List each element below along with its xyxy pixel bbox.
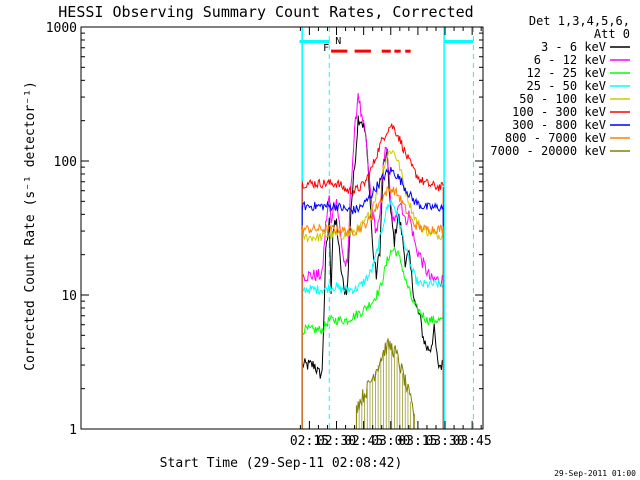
legend-label-4: 25 - 50 keV: [527, 79, 606, 93]
series-line-3: [301, 246, 444, 336]
series-line-6: [301, 123, 444, 197]
x-tick-label-4: 03:15: [398, 434, 437, 449]
x-tick-label-1: 02:30: [317, 434, 356, 449]
x-tick-label-5: 03:30: [425, 434, 464, 449]
x-tick-label-3: 03:00: [371, 434, 410, 449]
series-9: [355, 338, 415, 429]
series-line-4: [301, 198, 444, 296]
x-tick-label-0: 02:15: [290, 434, 329, 449]
timestamp: 29-Sep-2011 01:00: [554, 469, 636, 478]
y-tick-label-2: 100: [54, 155, 77, 170]
legend-label-7: 300 - 800 keV: [512, 118, 606, 132]
legend-label-8: 800 - 7000 keV: [505, 131, 606, 145]
chart-title: HESSI Observing Summary Count Rates, Cor…: [58, 3, 473, 21]
y-tick-label-3: 1000: [46, 21, 77, 36]
plot-frame: [80, 26, 484, 430]
legend-label-1: 3 - 6 keV: [541, 40, 606, 54]
legend-header-line-1: Det 1,3,4,5,6,: [529, 14, 630, 28]
series-line-7: [301, 166, 444, 215]
series-line-2: [301, 93, 444, 288]
series-line-9: [356, 338, 415, 417]
legend-label-3: 12 - 25 keV: [527, 66, 606, 80]
flag-label-f: F: [323, 43, 329, 54]
x-tick-label-6: 03:45: [453, 434, 492, 449]
series-8: [301, 186, 444, 429]
series-line-8: [301, 186, 444, 236]
legend-label-9: 7000 - 20000 keV: [490, 144, 606, 158]
y-axis-label: Corrected Count Rate (s⁻¹ detector⁻¹): [23, 81, 38, 371]
plot-area: FN: [299, 27, 474, 429]
series-line-1: [301, 115, 444, 379]
flag-label-n: N: [335, 36, 341, 47]
x-axis-label: Start Time (29-Sep-11 02:08:42): [160, 456, 403, 471]
y-tick-label-1: 10: [61, 289, 77, 304]
y-tick-label-0: 1: [69, 423, 77, 438]
legend-label-6: 100 - 300 keV: [512, 105, 606, 119]
legend-label-2: 6 - 12 keV: [534, 53, 606, 67]
legend-label-5: 50 - 100 keV: [519, 92, 606, 106]
x-tick-label-2: 02:45: [344, 434, 383, 449]
legend-header-line-2: Att 0: [594, 27, 630, 41]
